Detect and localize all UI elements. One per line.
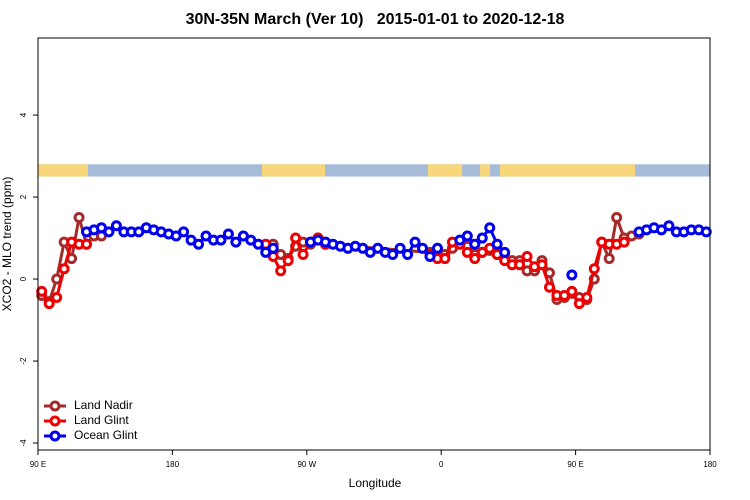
series-line <box>271 211 640 302</box>
plot-frame <box>37 37 711 451</box>
series-point <box>178 226 190 238</box>
series-point <box>663 220 675 232</box>
x-tick-label: 180 <box>166 460 180 469</box>
series-point <box>275 265 287 277</box>
legend-label: Land Glint <box>74 413 129 427</box>
series-point <box>588 263 600 275</box>
series-point <box>469 253 481 265</box>
series-point <box>603 253 615 265</box>
land-segment <box>262 164 326 177</box>
series-point <box>700 226 712 238</box>
series-point <box>521 251 533 263</box>
series-point <box>110 220 122 232</box>
land-segment <box>500 164 636 177</box>
x-tick-label: 180 <box>703 460 717 469</box>
x-tick-label: 0 <box>439 460 444 469</box>
land-segment <box>38 164 89 177</box>
y-tick-label: 4 <box>19 112 28 117</box>
x-tick-label: 90 W <box>297 460 316 469</box>
series-point <box>491 238 503 250</box>
land-segment <box>428 164 463 177</box>
series-point <box>543 281 555 293</box>
series-point <box>484 222 496 234</box>
y-axis-label: XCO2 - MLO trend (ppm) <box>0 177 14 312</box>
series-point <box>43 298 55 310</box>
x-tick-label: 90 E <box>567 460 583 469</box>
legend-label: Ocean Glint <box>74 428 138 442</box>
series-point <box>431 242 443 254</box>
series-point <box>611 212 623 224</box>
series-point <box>394 242 406 254</box>
series-point <box>282 255 294 267</box>
series-point <box>230 236 242 248</box>
series-point <box>81 238 93 250</box>
y-tick-label: -4 <box>19 439 28 447</box>
series-point <box>73 212 85 224</box>
series-point <box>252 238 264 250</box>
legend-label: Land Nadir <box>74 398 133 412</box>
legend-marker <box>49 415 61 427</box>
series-point <box>267 242 279 254</box>
chart-title: 30N-35N March (Ver 10) 2015-01-01 to 202… <box>186 11 565 28</box>
series-point <box>618 236 630 248</box>
series-point <box>417 242 429 254</box>
series-point <box>499 246 511 258</box>
series-point <box>409 236 421 248</box>
series-point <box>297 248 309 260</box>
series-point <box>573 298 585 310</box>
series-point <box>222 228 234 240</box>
series-point <box>215 234 227 246</box>
series-point <box>402 248 414 260</box>
series-point <box>58 263 70 275</box>
legend-marker <box>49 430 61 442</box>
series-point <box>290 232 302 244</box>
series-point <box>36 285 48 297</box>
y-tick-label: 0 <box>19 276 28 281</box>
x-axis-label: Longitude <box>349 476 402 490</box>
series-point <box>566 269 578 281</box>
series-point <box>536 259 548 271</box>
land-segment <box>480 164 491 177</box>
series-point <box>461 230 473 242</box>
series-point <box>581 291 593 303</box>
series-point <box>387 248 399 260</box>
legend-marker <box>49 400 61 412</box>
series-point <box>566 285 578 297</box>
series-point <box>461 246 473 258</box>
series-point <box>51 291 63 303</box>
x-tick-label: 90 E <box>30 460 46 469</box>
y-tick-label: 2 <box>19 194 28 199</box>
y-tick-label: -2 <box>19 357 28 365</box>
series-point <box>476 232 488 244</box>
series-point <box>103 226 115 238</box>
series-point <box>514 259 526 271</box>
series-point <box>469 238 481 250</box>
series-point <box>439 253 451 265</box>
series-point <box>424 251 436 263</box>
series-point <box>193 238 205 250</box>
